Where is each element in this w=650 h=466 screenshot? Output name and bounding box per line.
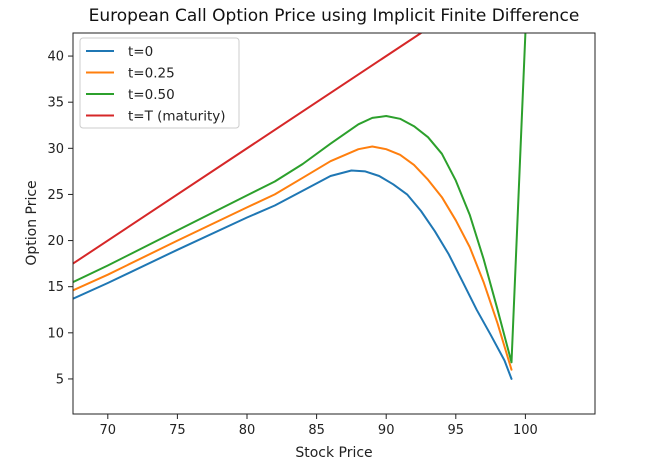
- y-tick-label: 5: [56, 372, 64, 387]
- y-axis-ticks: 5 10 15 20 25 30 35 40: [47, 50, 73, 387]
- series-line-0: [73, 169, 513, 380]
- series-line-1: [73, 145, 513, 371]
- x-tick-label: 100: [513, 423, 538, 438]
- legend: t=0 t=0.25 t=0.50 t=T (maturity): [79, 37, 240, 129]
- x-tick-label: 90: [378, 423, 395, 438]
- chart-title: European Call Option Price using Implici…: [89, 6, 580, 26]
- legend-label-3: t=T (maturity): [128, 109, 226, 125]
- series-line-2: [73, 33, 527, 364]
- series-layer: [73, 33, 527, 380]
- legend-label-0: t=0: [128, 44, 153, 60]
- legend-box: [79, 37, 240, 129]
- y-tick-label: 25: [47, 188, 64, 203]
- x-tick-label: 75: [169, 423, 186, 438]
- plot-frame: [72, 32, 596, 415]
- x-tick-label: 80: [239, 423, 256, 438]
- x-tick-label: 85: [308, 423, 325, 438]
- y-tick-label: 15: [47, 280, 64, 295]
- legend-label-2: t=0.50: [128, 87, 175, 103]
- legend-label-1: t=0.25: [128, 66, 175, 82]
- series-line-3: [73, 33, 422, 265]
- x-tick-label: 95: [448, 423, 465, 438]
- y-tick-label: 40: [47, 50, 64, 65]
- y-axis-label: Option Price: [24, 180, 40, 265]
- y-tick-label: 35: [47, 96, 64, 111]
- x-axis-label: Stock Price: [295, 445, 372, 461]
- y-tick-label: 30: [47, 142, 64, 157]
- x-axis-ticks: 70 75 80 85 90 95 100: [100, 414, 538, 438]
- y-tick-label: 10: [47, 326, 64, 341]
- y-tick-label: 20: [47, 234, 64, 249]
- x-tick-label: 70: [100, 423, 117, 438]
